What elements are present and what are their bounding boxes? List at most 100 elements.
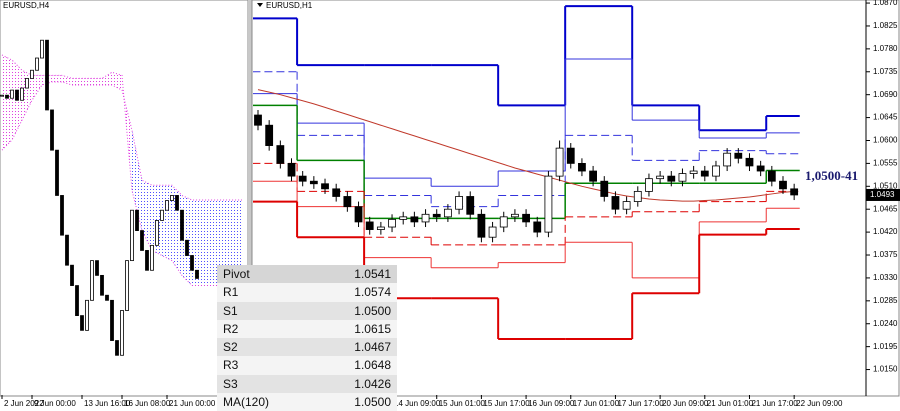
cloud-band xyxy=(112,72,122,91)
candle-body xyxy=(80,315,84,331)
y-tick-label: 1.0825 xyxy=(873,21,898,30)
candle-body xyxy=(365,221,374,230)
candle-body xyxy=(477,213,486,238)
y-tick-label: 1.0420 xyxy=(873,227,898,236)
candle-body xyxy=(354,206,363,223)
candle-body xyxy=(767,170,776,182)
left-plot xyxy=(0,39,242,356)
candle-body xyxy=(712,165,720,177)
candle-body xyxy=(130,209,134,262)
level-name: R2 xyxy=(217,319,315,338)
candle-body xyxy=(180,209,184,241)
level-value: 1.0541 xyxy=(314,265,397,284)
table-row: S1 1.0500 xyxy=(217,301,397,320)
candle-body xyxy=(135,209,139,231)
candle-body xyxy=(20,87,24,101)
candle-body xyxy=(165,200,169,211)
y-tick-label: 1.0870 xyxy=(873,0,898,7)
right-plot xyxy=(253,5,800,341)
candle-body xyxy=(723,152,732,167)
candle-body xyxy=(298,175,307,182)
level-value: 1.0648 xyxy=(314,356,397,375)
table-row: Pivot 1.0541 xyxy=(217,265,397,284)
y-tick-label: 1.0330 xyxy=(873,273,898,282)
candle-body xyxy=(376,226,385,230)
level-name: S2 xyxy=(217,338,315,357)
panel-splitter xyxy=(248,0,252,411)
candle-body xyxy=(790,188,799,196)
cloud-band xyxy=(172,185,182,276)
cloud-band xyxy=(22,70,32,121)
candle-body xyxy=(95,260,99,276)
candle-body xyxy=(745,157,754,167)
cloud-band xyxy=(232,200,242,286)
candle-body xyxy=(466,196,475,215)
candle-body xyxy=(421,213,430,223)
cloud-band xyxy=(92,78,102,86)
x-tick-label: 14 Jun 09:00 xyxy=(394,399,441,408)
candle-body xyxy=(55,149,59,196)
candle-body xyxy=(70,264,74,286)
table-row: R2 1.0615 xyxy=(217,319,397,338)
candle-body xyxy=(611,196,620,210)
cloud-band xyxy=(2,54,12,151)
x-tick-label: 9 Jun 00:00 xyxy=(34,399,76,408)
candle-body xyxy=(578,162,586,172)
x-tick-label: 22 Jun 09:00 xyxy=(796,399,843,408)
cloud-band xyxy=(132,130,142,231)
candle-body xyxy=(45,39,49,111)
candle-body xyxy=(115,340,119,356)
y-tick-label: 1.0285 xyxy=(873,296,898,305)
candle-body xyxy=(105,294,109,301)
table-row: MA(120) 1.0500 xyxy=(217,392,397,411)
candle-body xyxy=(190,255,194,271)
level-name: S3 xyxy=(217,374,315,393)
candle-body xyxy=(90,260,94,301)
x-tick-label: 15 Jun 17:00 xyxy=(483,399,530,408)
candle-body xyxy=(343,196,352,208)
candle-body xyxy=(155,220,159,246)
candle-body xyxy=(120,310,124,356)
level-value: 1.0574 xyxy=(314,283,397,302)
y-tick-label: 1.0510 xyxy=(873,181,898,190)
candle-body xyxy=(522,213,530,223)
last-price-label: 1.0493 xyxy=(870,190,895,199)
x-tick-label: 13 Jun 16:00 xyxy=(84,399,131,408)
candle-body xyxy=(35,57,39,71)
candle-body xyxy=(60,195,64,236)
x-tick-label: 16 Jun 08:00 xyxy=(124,399,171,408)
candle-body xyxy=(75,285,79,316)
candle-body xyxy=(388,218,396,228)
cloud-band xyxy=(122,75,132,191)
y-tick-label: 1.0465 xyxy=(873,204,898,213)
table-row: R1 1.0574 xyxy=(217,283,397,302)
y-tick-label: 1.0645 xyxy=(873,113,898,122)
level-value: 1.0467 xyxy=(314,338,397,357)
candle-body xyxy=(0,94,4,97)
candle-body xyxy=(533,221,542,233)
cloud-span xyxy=(1,81,242,201)
candle-body xyxy=(544,175,553,233)
candle-body xyxy=(399,216,408,220)
candle-body xyxy=(309,180,318,185)
candle-body xyxy=(5,94,9,99)
candle-body xyxy=(30,69,34,79)
cloud-band xyxy=(62,75,72,86)
level-name: S1 xyxy=(217,301,315,320)
candle-body xyxy=(10,89,14,99)
level-value: 1.0500 xyxy=(314,301,397,320)
candle-body xyxy=(145,250,149,271)
cloud-band xyxy=(142,180,152,251)
candle-body xyxy=(756,165,765,172)
table-row: R3 1.0648 xyxy=(217,356,397,375)
y-tick-label: 1.0555 xyxy=(873,159,898,168)
x-tick-label: 17 Jun 01:00 xyxy=(573,399,620,408)
cloud-span xyxy=(1,54,242,287)
level-name: R1 xyxy=(217,283,315,302)
y-tick-label: 1.0375 xyxy=(873,250,898,259)
y-tick-label: 1.0690 xyxy=(873,90,898,99)
x-tick-label: 21 Jun 00:00 xyxy=(169,399,216,408)
candle-body xyxy=(656,175,665,180)
